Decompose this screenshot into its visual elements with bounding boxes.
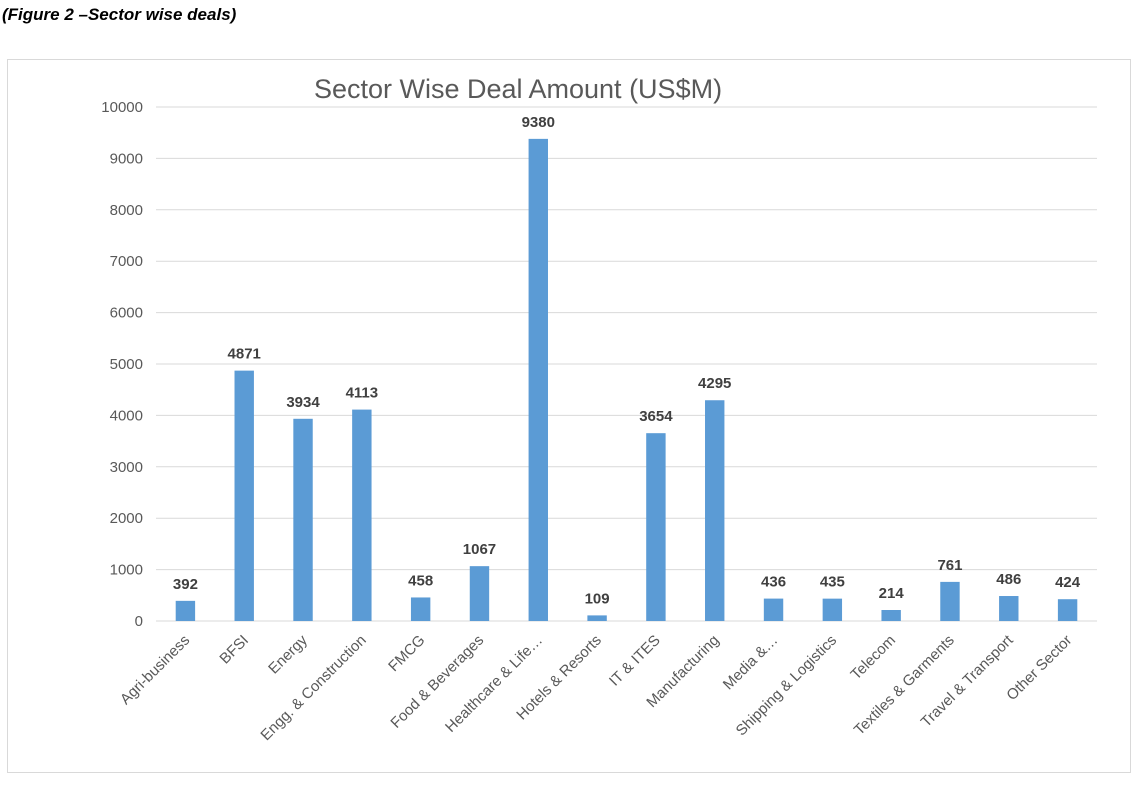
data-label: 392 (173, 576, 198, 593)
data-label: 435 (820, 574, 845, 591)
bar (352, 409, 372, 621)
y-tick-label: 1000 (110, 562, 143, 579)
bars (175, 138, 1078, 622)
bar (528, 138, 548, 622)
x-tick-label: Shipping & Logistics (733, 632, 841, 740)
data-label: 761 (937, 557, 962, 574)
data-label: 3654 (639, 408, 673, 425)
bar (175, 600, 196, 621)
x-tick-label: Media &… (720, 632, 782, 694)
y-tick-label: 7000 (110, 253, 143, 270)
bar (469, 566, 490, 621)
x-tick-label: Energy (265, 631, 311, 677)
bar (587, 615, 607, 621)
x-tick-label: Agri-business (117, 632, 193, 708)
chart-title: Sector Wise Deal Amount (US$M) (314, 74, 722, 104)
y-tick-label: 4000 (110, 407, 143, 424)
x-tick-label: Textiles & Garments (851, 632, 958, 739)
gridlines (156, 106, 1097, 622)
data-label: 486 (996, 571, 1021, 588)
y-axis-ticks: 0 1000 2000 3000 4000 5000 6000 7000 8000 9000 100… (101, 99, 143, 630)
data-label: 4295 (698, 375, 731, 392)
x-tick-label: FMCG (385, 632, 428, 675)
bar (940, 581, 960, 621)
figure-caption: (Figure 2 –Sector wise deals) (2, 5, 237, 24)
y-tick-label: 9000 (110, 150, 143, 167)
bar (999, 596, 1019, 621)
y-tick-label: 2000 (110, 510, 143, 527)
data-label: 4871 (228, 346, 261, 363)
bar (763, 598, 784, 621)
x-tick-label: Telecom (847, 632, 899, 684)
y-tick-label: 3000 (110, 459, 143, 476)
data-labels: 392 4871 3934 4113 458 1067 9380 109 3654 4295 436… (173, 114, 1081, 608)
data-label: 3934 (286, 394, 320, 411)
data-label: 4113 (346, 385, 379, 402)
x-tick-label: Engg. & Construction (257, 632, 369, 744)
bar (410, 597, 431, 621)
y-tick-label: 6000 (110, 305, 143, 322)
y-tick-label: 5000 (110, 356, 143, 373)
x-tick-label: Healthcare & Life… (442, 632, 546, 736)
y-tick-label: 0 (135, 613, 143, 630)
x-tick-label: BFSI (216, 632, 252, 668)
data-label: 109 (585, 590, 610, 607)
y-tick-label: 8000 (110, 202, 143, 219)
bar-chart: Sector Wise Deal Amount (US$M) 0 1000 2000… (101, 74, 1097, 744)
bar (1057, 599, 1078, 621)
y-tick-label: 10000 (101, 99, 143, 116)
bar (822, 598, 843, 621)
data-label: 9380 (522, 114, 555, 131)
bar (705, 400, 725, 621)
data-label: 424 (1055, 574, 1081, 591)
chart-area: Sector Wise Deal Amount (US$M) 0 1000 2000… (7, 59, 1131, 773)
data-label: 458 (408, 572, 433, 589)
data-label: 1067 (463, 541, 496, 558)
x-tick-label: IT & ITES (606, 632, 664, 690)
data-label: 214 (879, 585, 905, 602)
data-label: 436 (761, 574, 786, 591)
bar (881, 610, 901, 621)
bar (293, 418, 313, 621)
bar (646, 433, 666, 621)
bar (234, 370, 254, 621)
